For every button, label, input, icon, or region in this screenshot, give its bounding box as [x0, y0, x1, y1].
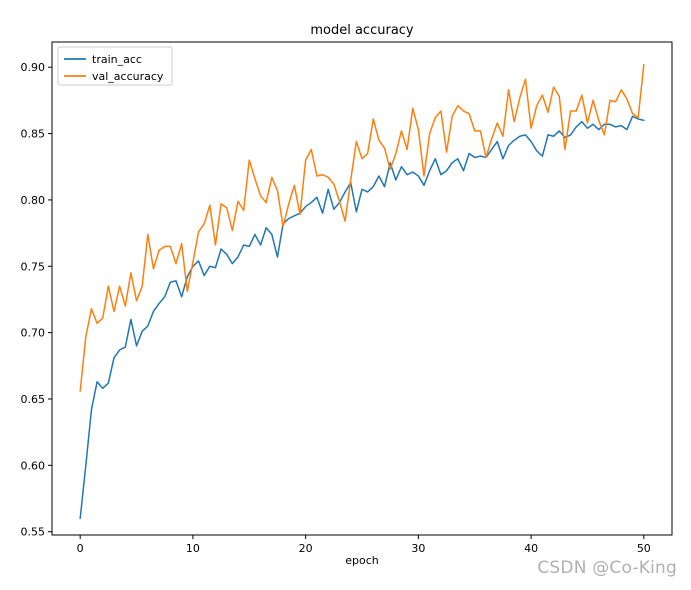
x-tick-label: 10	[186, 542, 200, 555]
legend-box	[57, 46, 173, 86]
y-tick-label: 0.80	[21, 194, 46, 207]
chart-title: model accuracy	[310, 23, 414, 38]
axes-layer	[51, 41, 673, 536]
y-tick-label: 0.65	[21, 393, 46, 406]
series-line-train-acc	[79, 115, 645, 520]
plot-frame	[51, 41, 673, 536]
x-tick-label: 40	[524, 542, 538, 555]
ticks-layer: 0 10 20 30 40 50 0.55 0.60 0.65 0.70 0.75 0.80 0.85 0…	[21, 61, 651, 555]
y-tick-label: 0.60	[21, 459, 46, 472]
series-layer	[79, 63, 645, 520]
legend-label-val-accuracy: val_accuracy	[92, 70, 164, 83]
x-axis-title: epoch	[345, 554, 379, 567]
x-tick-label: 20	[299, 542, 313, 555]
y-tick-label: 0.70	[21, 327, 46, 340]
y-tick-label: 0.90	[21, 61, 46, 74]
x-tick-label: 50	[637, 542, 651, 555]
y-tick-label: 0.55	[21, 526, 46, 539]
legend: train_acc val_accuracy	[57, 46, 173, 86]
series-line-val-accuracy	[79, 63, 645, 392]
y-tick-label: 0.75	[21, 260, 46, 273]
y-tick-label: 0.85	[21, 128, 46, 141]
legend-label-train-acc: train_acc	[92, 53, 142, 66]
x-tick-label: 0	[77, 542, 84, 555]
x-tick-label: 30	[411, 542, 425, 555]
